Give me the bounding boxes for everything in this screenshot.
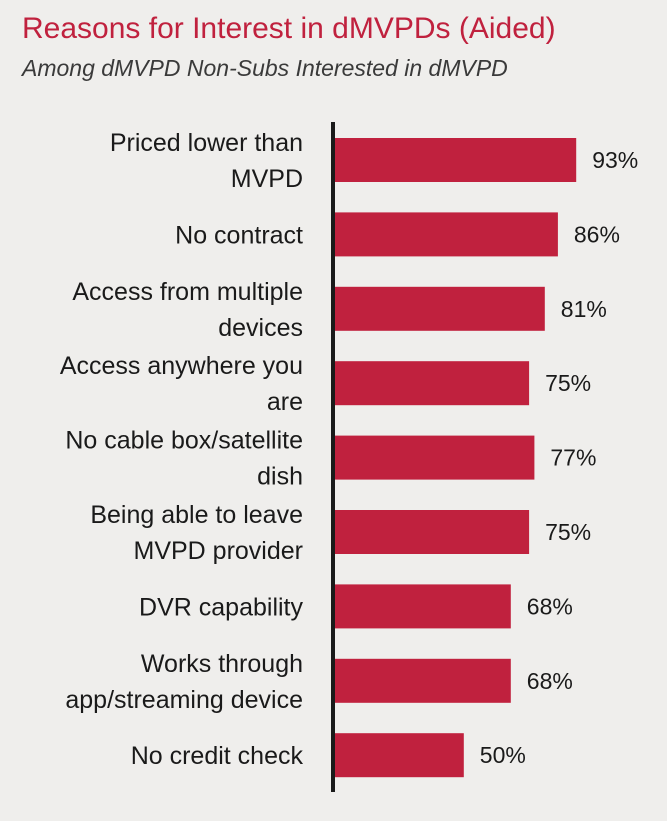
value-label-4: 75% bbox=[545, 370, 591, 396]
category-label-3-line-2: devices bbox=[218, 314, 303, 342]
bar-1 bbox=[333, 138, 577, 182]
value-label-5: 77% bbox=[550, 445, 596, 471]
bar-9 bbox=[333, 733, 464, 778]
category-label-3-line-1: Access from multiple bbox=[72, 278, 303, 306]
bar-7 bbox=[333, 584, 511, 629]
category-label-1-line-2: MVPD bbox=[231, 165, 303, 193]
value-label-6: 75% bbox=[545, 519, 591, 545]
category-label-2: No contract bbox=[175, 221, 303, 249]
category-label-4-line-1: Access anywhere you bbox=[60, 352, 303, 380]
value-label-7: 68% bbox=[527, 593, 573, 619]
value-label-8: 68% bbox=[527, 668, 573, 694]
chart-title: Reasons for Interest in dMVPDs (Aided) bbox=[22, 12, 556, 45]
bar-4 bbox=[333, 361, 530, 406]
chart-subtitle: Among dMVPD Non-Subs Interested in dMVPD bbox=[22, 55, 508, 81]
bar-3 bbox=[333, 286, 545, 331]
category-label-9: No credit check bbox=[131, 742, 304, 770]
category-label-6-line-2: MVPD provider bbox=[134, 537, 304, 565]
category-label-5-line-1: No cable box/satellite bbox=[65, 427, 303, 455]
bar-8 bbox=[333, 658, 511, 703]
value-label-1: 93% bbox=[592, 147, 638, 173]
category-label-5-line-2: dish bbox=[257, 463, 303, 491]
bar-5 bbox=[333, 435, 535, 480]
value-label-9: 50% bbox=[480, 742, 526, 768]
bar-6 bbox=[333, 510, 530, 554]
value-label-2: 86% bbox=[574, 221, 620, 247]
category-label-6-line-1: Being able to leave bbox=[90, 501, 303, 529]
category-label-7: DVR capability bbox=[139, 593, 303, 621]
category-label-4-line-2: are bbox=[267, 388, 303, 416]
category-label-8-line-1: Works through bbox=[141, 650, 303, 678]
bar-2 bbox=[333, 212, 558, 257]
value-label-3: 81% bbox=[561, 296, 607, 322]
category-label-8-line-2: app/streaming device bbox=[65, 686, 303, 714]
category-label-1-line-1: Priced lower than bbox=[110, 129, 303, 157]
